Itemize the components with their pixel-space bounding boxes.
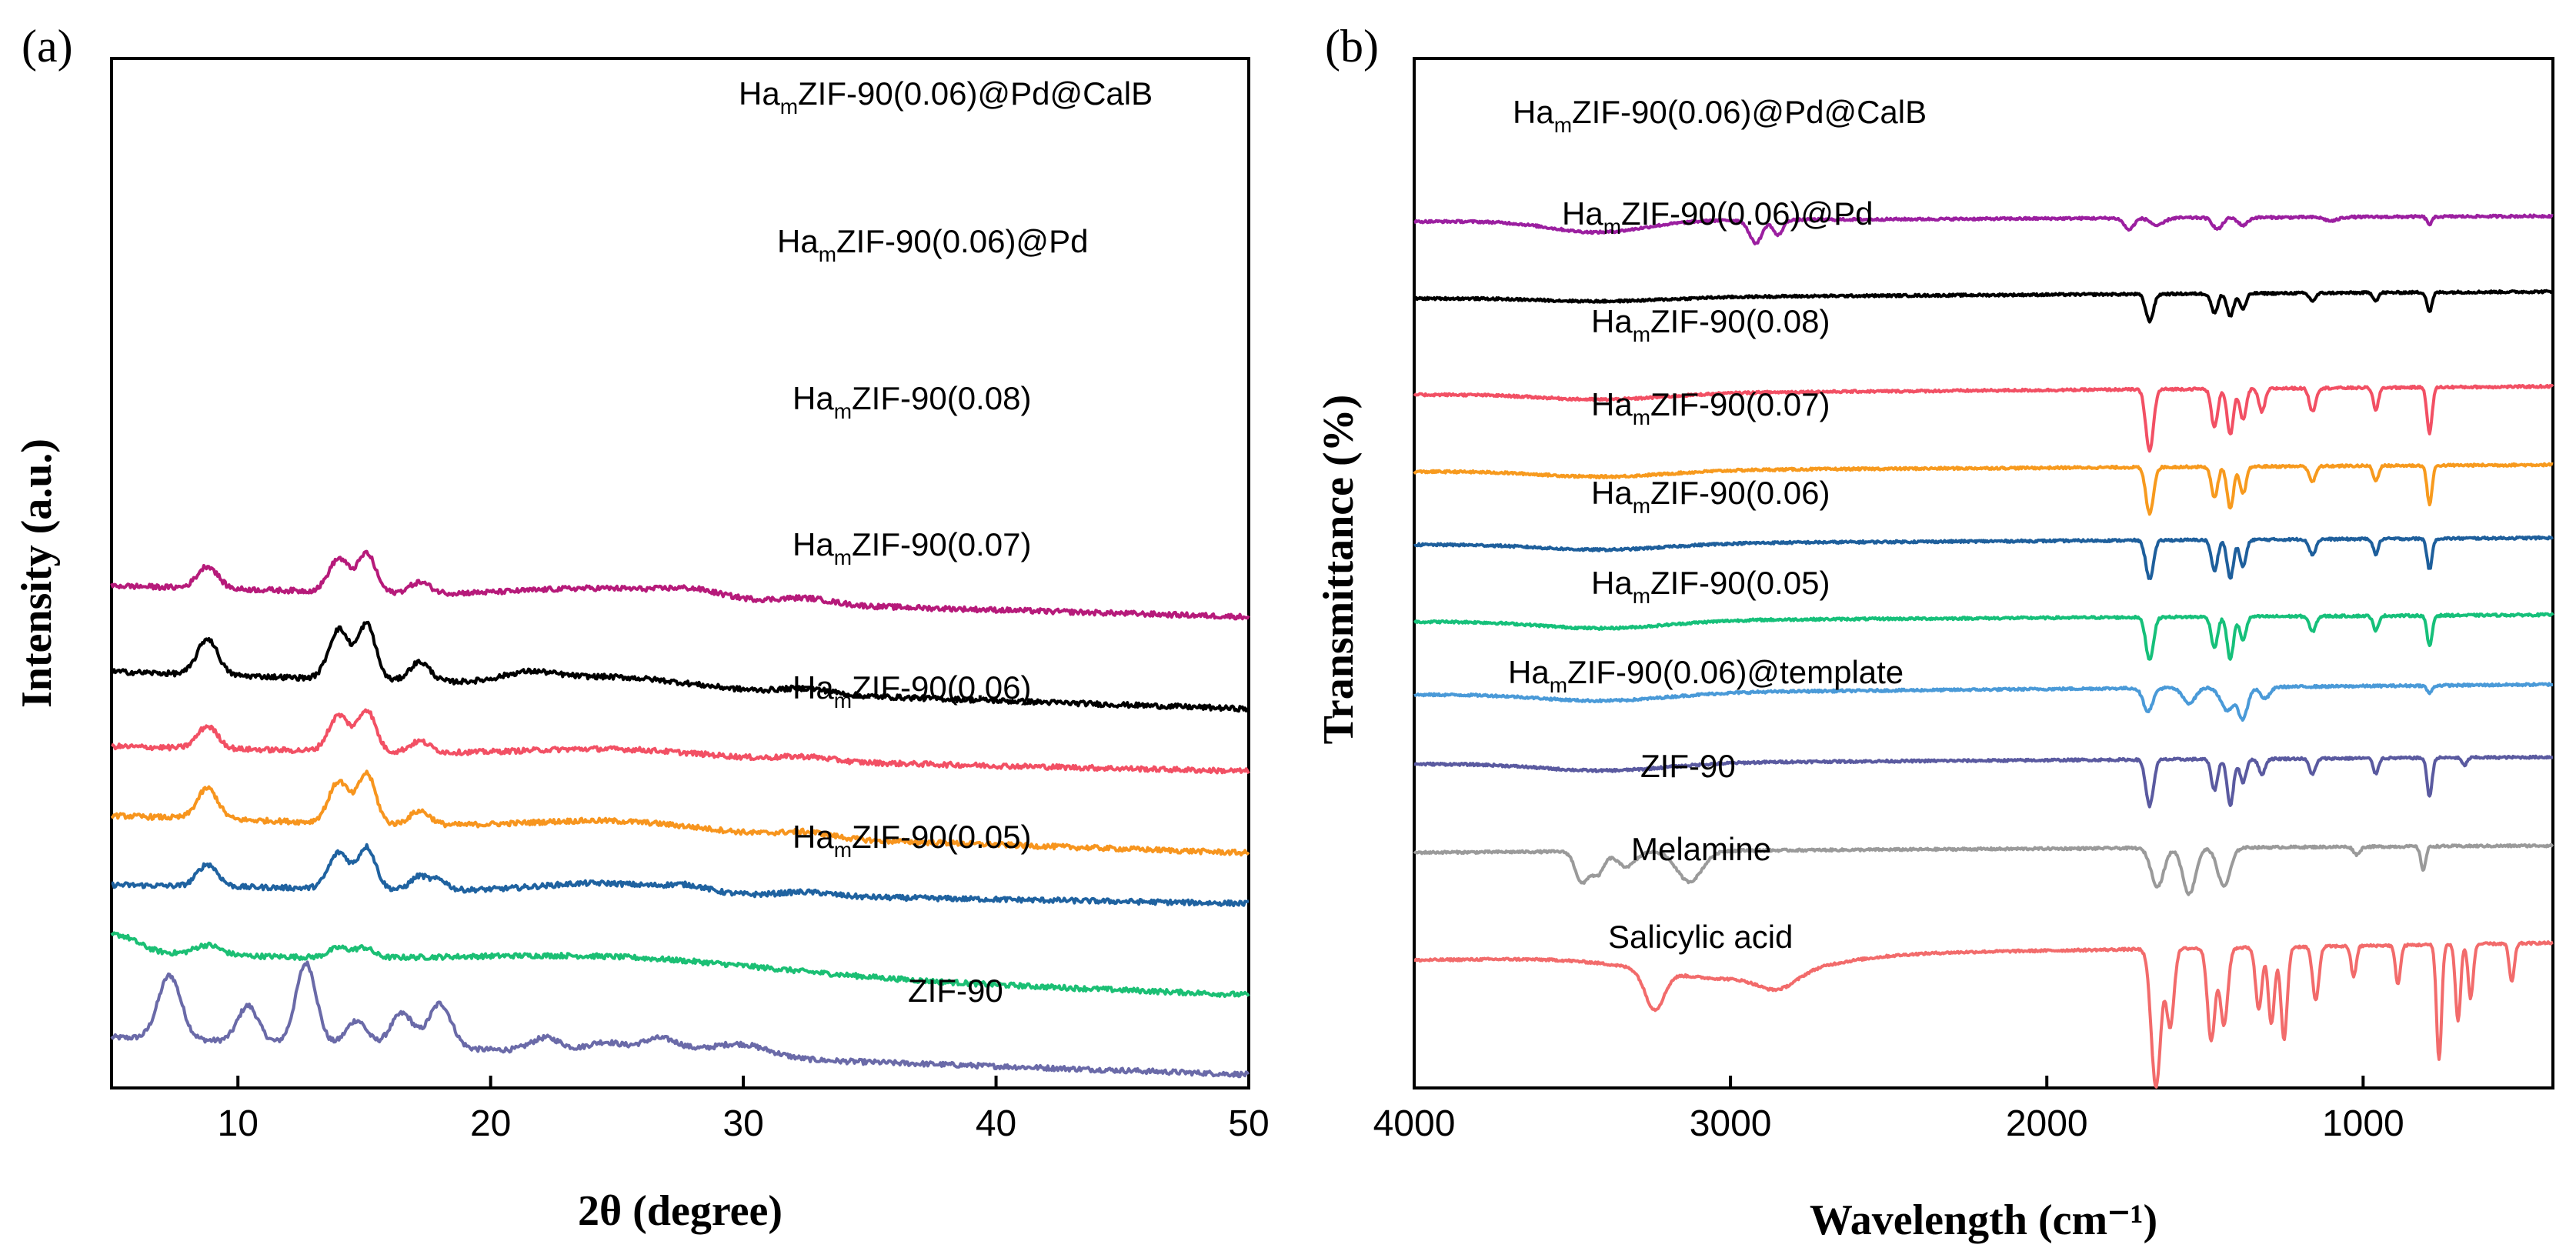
panel-b-y-axis-title: Transmittance (%) [1315,395,1363,745]
series-line-hamzif-90-0-08 [111,708,1250,775]
panel-b-x-axis-title: Wavelength (cm⁻¹) [1810,1196,2157,1244]
panel-b-series-labels: Salicylic acid Melamine ZIF-90 HamZIF-90(0.… [1508,94,1927,955]
series-label-hamzif-90-0-06-pd-calb: HamZIF-90(0.06)@Pd@CalB [739,75,1153,118]
series-label-zif-90: ZIF-90 [908,973,1003,1009]
series-line-salicylic-acid [1413,940,2554,1089]
panel-a-series [110,549,1250,1079]
series-line-zif-90 [1413,754,2554,809]
x-tick-label: 10 [218,1103,259,1144]
x-tick-label: 4000 [1373,1103,1456,1144]
panel-a-x-axis-title: 2θ (degree) [578,1187,782,1235]
series-line-hamzif-90-0-06-pd [111,620,1250,713]
series-line-hamzif-90-0-06-pd-calb [1413,213,2554,245]
x-tick-label: 40 [976,1103,1016,1144]
series-label-melamine: Melamine [1631,831,1771,867]
series-label-zif-90: ZIF-90 [1640,748,1736,784]
x-tick-label: 30 [722,1103,763,1144]
series-line-hamzif-90-0-07 [110,769,1250,857]
panel-a: (a) 10 20 30 40 50 ZIF-90 HamZIF-90(0.05) HamZ… [13,21,1270,1235]
series-line-zif-90 [110,960,1250,1079]
series-label-hamzif-90-0-06-pd-calb: HamZIF-90(0.06)@Pd@CalB [1513,94,1927,137]
panel-a-letter: (a) [22,21,73,72]
series-line-melamine [1413,843,2554,896]
series-label-hamzif-90-0-06-template: HamZIF-90(0.06)@template [1508,654,1904,697]
series-line-hamzif-90-0-07 [1413,462,2554,516]
series-label-salicylic-acid: Salicylic acid [1608,919,1793,955]
x-tick-label: 20 [470,1103,511,1144]
panel-a-plot-frame [110,57,1250,1089]
series-label-hamzif-90-0-08: HamZIF-90(0.08) [1591,303,1830,346]
x-tick-label: 2000 [2006,1103,2088,1144]
series-line-hamzif-90-0-06-pd [1413,289,2554,324]
series-label-hamzif-90-0-06-pd: HamZIF-90(0.06)@Pd [1562,195,1873,239]
series-line-hamzif-90-0-05 [110,931,1250,998]
series-line-hamzif-90-0-05 [1413,612,2554,661]
x-tick-label: 3000 [1690,1103,1772,1144]
panel-b-plot-frame [1413,57,2554,1089]
series-line-hamzif-90-0-06 [111,843,1250,907]
panel-b-letter: (b) [1325,21,1379,72]
panel-b: (b) 4000 3000 2000 1000 Salicylic acid Melam… [1315,21,2554,1244]
x-tick-label: 1000 [2322,1103,2404,1144]
panel-a-x-ticks: 10 20 30 40 50 [218,1076,1270,1144]
series-line-hamzif-90-0-06 [1413,535,2554,580]
series-label-hamzif-90-0-06: HamZIF-90(0.06) [792,669,1031,712]
series-label-hamzif-90-0-06-pd: HamZIF-90(0.06)@Pd [777,223,1088,266]
series-label-hamzif-90-0-08: HamZIF-90(0.08) [792,380,1031,423]
series-label-hamzif-90-0-05: HamZIF-90(0.05) [792,819,1031,862]
series-line-hamzif-90-0-08 [1413,383,2554,453]
panel-b-x-ticks: 4000 3000 2000 1000 [1373,1076,2404,1144]
series-label-hamzif-90-0-06: HamZIF-90(0.06) [1591,475,1830,518]
panel-a-y-axis-title: Intensity (a.u.) [13,439,61,708]
series-label-hamzif-90-0-07: HamZIF-90(0.07) [792,526,1031,569]
series-label-hamzif-90-0-07: HamZIF-90(0.07) [1591,386,1830,429]
series-label-hamzif-90-0-05: HamZIF-90(0.05) [1591,565,1830,608]
x-tick-label: 50 [1228,1103,1269,1144]
panel-b-series [1413,213,2554,1089]
panel-a-series-labels: ZIF-90 HamZIF-90(0.05) HamZIF-90(0.06) HamZ… [739,75,1153,1009]
series-line-hamzif-90-0-06-pd-calb [110,549,1250,621]
series-line-hamzif-90-0-06-template [1413,682,2554,722]
